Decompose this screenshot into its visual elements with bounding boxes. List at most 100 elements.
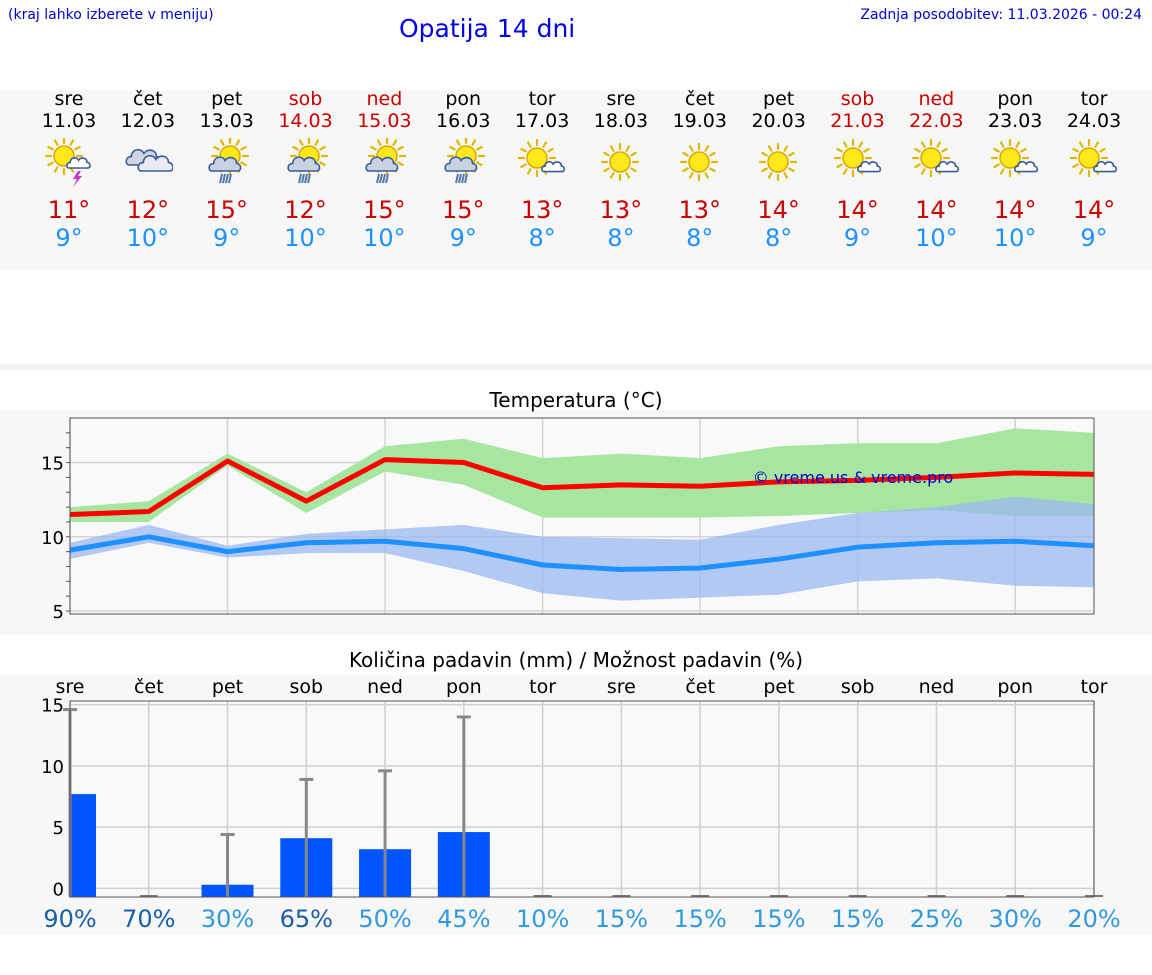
sun-ray xyxy=(630,151,637,157)
day-date: 13.03 xyxy=(199,110,254,132)
day-column: pon 23.03 14° 10° xyxy=(975,88,1055,252)
x-category-label: sob xyxy=(841,676,875,698)
temp-max: 14° xyxy=(1072,196,1116,224)
x-category-label: pet xyxy=(212,676,243,698)
temp-min: 10° xyxy=(363,224,406,252)
max-temp-line xyxy=(69,457,1095,518)
temp-min: 10° xyxy=(284,224,327,252)
precip-probability: 70% xyxy=(122,905,175,933)
sun-small-cloud-icon xyxy=(1069,138,1118,178)
day-name: sre xyxy=(54,88,84,110)
rain-drops xyxy=(297,173,311,184)
day-date: 20.03 xyxy=(751,110,806,132)
sun-ray xyxy=(1015,141,1021,148)
cloud-shape xyxy=(935,160,960,173)
rain-drop xyxy=(218,173,223,184)
sun-ray xyxy=(520,163,527,169)
sun-small-cloud-icon xyxy=(991,138,1039,178)
sun-ray xyxy=(704,172,709,179)
sun-ray xyxy=(1099,147,1106,153)
sun-ray xyxy=(1072,147,1079,153)
day-name: pet xyxy=(211,88,243,110)
y-tick-label: 0 xyxy=(53,879,64,900)
rain-drop xyxy=(382,173,387,184)
day-name: tor xyxy=(1080,88,1108,110)
sun-cloud-rain-icon xyxy=(208,138,249,184)
sun-ray xyxy=(74,145,81,151)
cloudy-icon xyxy=(125,148,173,172)
precip-probability: 15% xyxy=(831,905,884,933)
precip-probability: 25% xyxy=(910,905,963,933)
plot-frame xyxy=(69,700,1095,898)
temperature-chart: 5 10 15 © vreme.us & vreme.pro xyxy=(41,417,1095,623)
day-name: sob xyxy=(840,88,875,110)
sun-cloud-rain-icon xyxy=(444,138,486,184)
day-column: ned 22.03 14° 10° xyxy=(896,88,976,252)
day-column: čet 12.03 12° 10° xyxy=(108,88,188,252)
sun-ray xyxy=(47,161,54,167)
sun-small-cloud-icon xyxy=(517,138,566,178)
x-category-label: tor xyxy=(1081,676,1108,698)
sun-ray xyxy=(993,147,1001,153)
cloud-outline xyxy=(541,160,566,173)
sun-ray xyxy=(682,167,689,173)
cloud-outline xyxy=(365,156,399,172)
page-title: Opatija 14 dni xyxy=(399,14,576,43)
sun-shape xyxy=(758,142,797,182)
temp-min: 8° xyxy=(686,224,714,252)
day-date: 21.03 xyxy=(830,110,885,132)
sun-ray xyxy=(704,145,709,152)
cloud-outline xyxy=(935,160,960,173)
day-date: 22.03 xyxy=(909,110,964,132)
temp-max: 13° xyxy=(599,196,643,224)
sun-ray xyxy=(298,139,304,146)
sun-ray xyxy=(857,141,863,148)
sun-ray xyxy=(921,168,926,175)
day-name: ned xyxy=(918,88,955,110)
temp-max: 14° xyxy=(915,196,958,224)
sun-icon xyxy=(600,142,640,182)
last-updated: Zadnja posodobitev: 11.03.2026 - 00:24 xyxy=(860,7,1142,23)
x-category-label: sre xyxy=(56,676,85,698)
day-name: ned xyxy=(366,88,403,110)
cloud-outline xyxy=(208,156,242,172)
sun-disc xyxy=(526,147,548,169)
day-name: čet xyxy=(133,88,163,110)
sun-ray xyxy=(708,151,716,157)
temp-min: 8° xyxy=(765,224,793,252)
sun-ray xyxy=(318,145,326,151)
sun-ray xyxy=(1000,168,1005,175)
cloud-shape xyxy=(444,156,478,172)
precip-probability: 30% xyxy=(989,905,1042,933)
rain-drop xyxy=(297,173,302,184)
sun-ray xyxy=(1078,141,1084,148)
sun-ray xyxy=(760,167,768,173)
daily-forecast-panel: sre 11.03 11° 9° čet 12.03 12° 10° pet 13.03 15° 9°… xyxy=(0,88,1152,270)
sun-ray xyxy=(318,161,326,167)
day-column: sre 18.03 13° 8° xyxy=(581,88,661,252)
sun-shape xyxy=(600,142,640,182)
lightning-bolt xyxy=(73,171,82,187)
sun-disc xyxy=(999,147,1021,169)
sun-ray xyxy=(1020,147,1027,153)
rain-drop xyxy=(300,173,305,184)
sun-ray xyxy=(760,151,768,157)
sun-ray xyxy=(53,139,59,146)
max-temp-band xyxy=(70,428,1094,522)
x-category-label: pet xyxy=(763,676,794,698)
sun-ray xyxy=(370,145,378,151)
sun-ray xyxy=(526,141,532,148)
temp-max: 14° xyxy=(993,196,1037,224)
x-category-label: čet xyxy=(685,676,715,698)
rain-drop xyxy=(458,173,463,184)
sun-ray xyxy=(1094,141,1100,148)
rain-drop xyxy=(224,173,229,184)
day-column: ned 15.03 15° 10° xyxy=(344,88,424,252)
y-tick-label: 10 xyxy=(41,528,64,549)
region-hint[interactable]: (kraj lahko izberete v meniju) xyxy=(8,7,214,23)
sun-ray xyxy=(377,139,382,146)
sun-shape xyxy=(679,142,718,182)
rain-drop xyxy=(306,173,311,184)
sun-ray xyxy=(941,147,949,153)
x-category-label: čet xyxy=(134,676,164,698)
